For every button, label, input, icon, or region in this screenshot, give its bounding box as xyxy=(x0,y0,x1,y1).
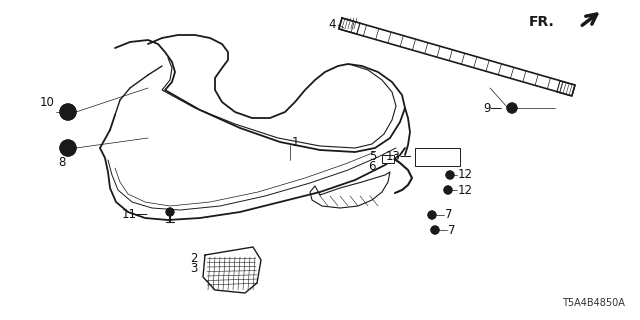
Circle shape xyxy=(166,208,174,216)
Circle shape xyxy=(507,103,517,113)
Text: 3: 3 xyxy=(191,261,198,275)
Circle shape xyxy=(449,173,452,177)
Text: 11—: 11— xyxy=(121,209,148,221)
Text: FR.: FR. xyxy=(529,15,555,29)
Text: 4: 4 xyxy=(328,19,336,31)
Text: T5A4B4850A: T5A4B4850A xyxy=(562,298,625,308)
FancyBboxPatch shape xyxy=(382,155,394,163)
Circle shape xyxy=(444,186,452,194)
Circle shape xyxy=(428,211,436,219)
Text: 6: 6 xyxy=(369,159,376,172)
Text: 9—: 9— xyxy=(483,101,502,115)
Circle shape xyxy=(67,111,69,113)
Circle shape xyxy=(60,140,76,156)
Circle shape xyxy=(447,188,450,192)
Circle shape xyxy=(430,213,434,217)
Text: 7: 7 xyxy=(445,209,452,221)
Circle shape xyxy=(510,106,514,110)
Circle shape xyxy=(433,228,436,232)
Text: 12: 12 xyxy=(458,183,473,196)
Text: 2: 2 xyxy=(191,252,198,265)
Text: 10: 10 xyxy=(40,95,55,108)
Circle shape xyxy=(60,104,76,120)
Text: 1: 1 xyxy=(292,135,300,148)
Text: 12: 12 xyxy=(458,169,473,181)
Text: 5: 5 xyxy=(369,150,376,164)
FancyBboxPatch shape xyxy=(415,148,460,166)
Text: 7: 7 xyxy=(448,223,456,236)
Text: 8: 8 xyxy=(58,156,66,169)
Circle shape xyxy=(67,147,69,149)
Text: 13—: 13— xyxy=(385,150,412,164)
Circle shape xyxy=(446,171,454,179)
Circle shape xyxy=(431,226,439,234)
